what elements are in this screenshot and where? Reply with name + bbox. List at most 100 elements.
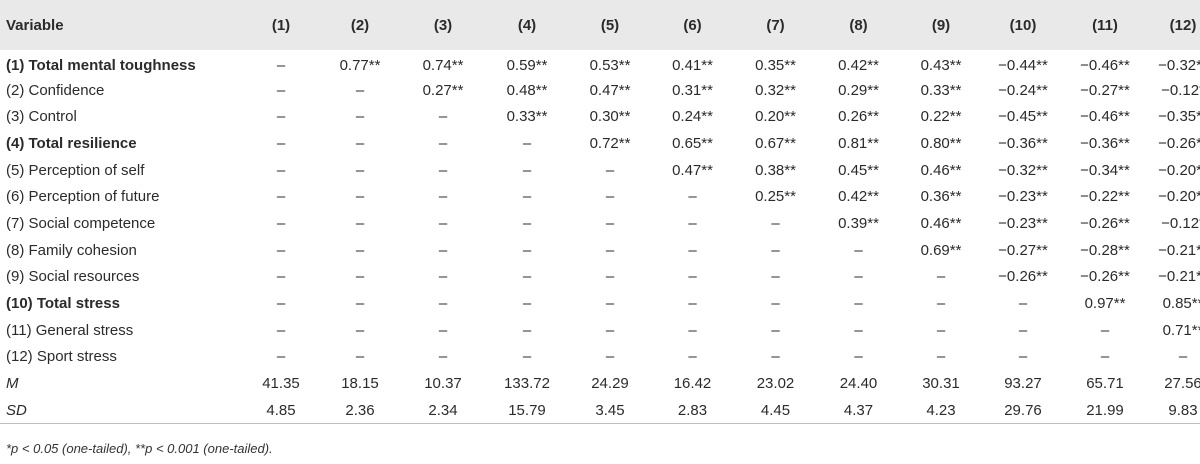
table-cell: – (276, 188, 286, 206)
table-row: (8) Family cohesion – – – – – – – – 0.69** −0.27**… (0, 237, 1200, 264)
table-cell: −0.35** (1158, 108, 1200, 126)
table-cell: −0.45** (998, 108, 1048, 126)
table-cell: – (605, 161, 615, 179)
table-cell: – (355, 295, 365, 313)
column-header-2: (2) (350, 16, 370, 34)
table-cell: – (522, 348, 532, 366)
table-cell: −0.20** (1158, 161, 1200, 179)
table-cell: – (522, 321, 532, 339)
table-row: (2) Confidence – – 0.27** 0.48** 0.47** 0.31**… (0, 77, 1200, 104)
table-cell: 0.71** (1162, 321, 1200, 339)
table-cell: 0.36** (920, 188, 962, 206)
row-label: (8) Family cohesion (6, 241, 137, 259)
table-cell: 65.71 (1086, 375, 1124, 393)
column-header-3: (3) (433, 16, 453, 34)
table-cell: −0.36** (1080, 134, 1130, 152)
table-cell: – (688, 214, 697, 232)
table-cell: 0.43** (920, 56, 962, 74)
table-cell: – (355, 241, 365, 259)
table-cell: 9.83 (1168, 401, 1198, 419)
table-cell: −0.22** (1080, 188, 1130, 206)
table-cell: 0.27** (422, 81, 464, 99)
table-cell: – (1018, 295, 1028, 313)
table-cell: – (936, 348, 946, 366)
table-cell: – (771, 268, 780, 286)
table-cell: 4.45 (760, 401, 791, 419)
table-row: (6) Perception of future – – – – – – 0.25** 0.42… (0, 183, 1200, 210)
table-cell: – (438, 134, 448, 152)
table-cell: – (605, 268, 615, 286)
table-cell: 10.37 (424, 375, 462, 393)
table-cell: – (276, 108, 286, 126)
column-header-variable: Variable (6, 16, 64, 34)
table-cell: 0.42** (838, 188, 879, 206)
table-row: (4) Total resilience – – – – 0.72** 0.65** 0.67… (0, 130, 1200, 157)
table-cell: – (854, 348, 863, 366)
table-cell: −0.44** (998, 56, 1048, 74)
table-cell: −0.20** (1158, 188, 1200, 206)
table-cell: – (771, 348, 780, 366)
table-cell: −0.26** (1158, 134, 1200, 152)
table-row: (5) Perception of self – – – – – 0.47** 0.38** 0… (0, 157, 1200, 184)
table-cell: – (438, 241, 448, 259)
table-cell: 0.46** (920, 161, 962, 179)
table-cell: −0.24** (998, 81, 1048, 99)
table-row: (1) Total mental toughness – 0.77** 0.74** 0… (0, 50, 1200, 77)
table-cell: 0.32** (755, 81, 796, 99)
table-cell: 0.22** (920, 108, 962, 126)
table-cell: – (605, 321, 615, 339)
table-cell: −0.32** (998, 161, 1048, 179)
table-cell: – (438, 188, 448, 206)
table-cell: 3.45 (595, 401, 625, 419)
table-footnote: *p < 0.05 (one-tailed), **p < 0.001 (one… (6, 441, 273, 456)
row-label: (11) General stress (6, 321, 134, 339)
table-cell: – (438, 348, 448, 366)
table-cell: 0.59** (506, 56, 548, 74)
table-cell: – (522, 161, 532, 179)
table-cell: – (936, 295, 946, 313)
table-cell: 15.79 (508, 401, 546, 419)
column-header-10: (10) (1009, 16, 1037, 34)
table-cell: 0.81** (838, 134, 879, 152)
table-cell: 27.56 (1164, 375, 1200, 393)
table-cell: – (355, 268, 365, 286)
row-label: (4) Total resilience (6, 134, 137, 152)
table-cell: – (355, 134, 365, 152)
table-cell: – (355, 321, 365, 339)
table-body: (1) Total mental toughness – 0.77** 0.74** 0… (0, 50, 1200, 424)
table-cell: −0.26** (1080, 268, 1130, 286)
table-row: (3) Control – – – 0.33** 0.30** 0.24** 0.20** 0.… (0, 103, 1200, 130)
column-header-4: (4) (517, 16, 537, 34)
table-cell: – (355, 108, 365, 126)
row-label: (3) Control (6, 108, 77, 126)
table-cell: 0.31** (672, 81, 713, 99)
table-cell: −0.23** (998, 214, 1048, 232)
table-cell: 0.46** (920, 214, 962, 232)
table-cell: 41.35 (262, 375, 300, 393)
table-cell: – (605, 348, 615, 366)
table-cell: – (522, 268, 532, 286)
table-cell: – (605, 188, 615, 206)
table-cell: – (854, 295, 863, 313)
table-cell: – (276, 161, 286, 179)
row-label: M (6, 375, 19, 393)
table-cell: 4.37 (843, 401, 874, 419)
table-cell: 0.39** (838, 214, 879, 232)
table-cell: 0.33** (920, 81, 962, 99)
table-cell: 0.42** (838, 56, 879, 74)
table-cell: – (688, 268, 697, 286)
column-header-9: (9) (931, 16, 951, 34)
table-cell: 2.34 (428, 401, 458, 419)
table-cell: −0.23** (998, 188, 1048, 206)
table-cell: 2.83 (677, 401, 708, 419)
row-label: (6) Perception of future (6, 188, 160, 206)
table-cell: 0.80** (920, 134, 962, 152)
table-cell: – (355, 214, 365, 232)
table-cell: – (1100, 348, 1110, 366)
table-cell: – (522, 188, 532, 206)
table-cell: 0.20** (755, 108, 796, 126)
table-cell: 4.85 (266, 401, 296, 419)
table-cell: – (854, 241, 863, 259)
table-cell: 0.47** (672, 161, 713, 179)
